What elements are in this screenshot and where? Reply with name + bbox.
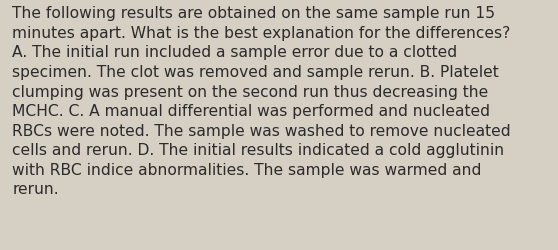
Text: The following results are obtained on the same sample run 15
minutes apart. What: The following results are obtained on th… bbox=[12, 6, 511, 196]
